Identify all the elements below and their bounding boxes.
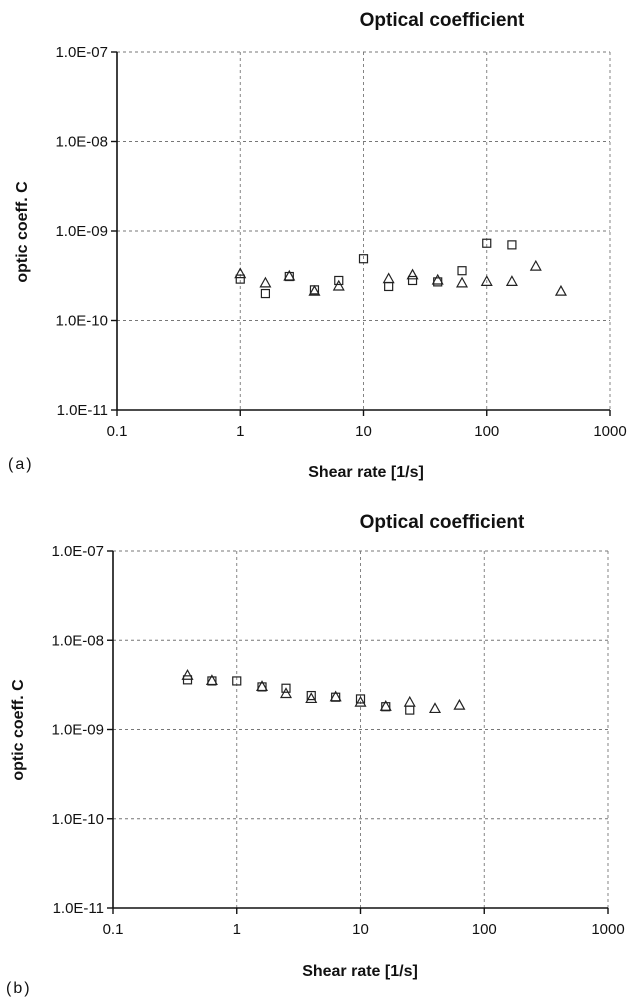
triangle-point bbox=[308, 284, 321, 296]
x-tick-label: 10 bbox=[352, 921, 369, 938]
square-point bbox=[405, 705, 415, 715]
grid bbox=[113, 550, 609, 908]
y-tick-labels: 1.0E-11 1.0E-10 1.0E-09 1.0E-08 1.0E-07 bbox=[51, 543, 104, 917]
x-tick-labels: 0.1 1 10 100 1000 bbox=[103, 921, 625, 938]
triangle-point bbox=[455, 276, 469, 288]
x-axis-label: Shear rate [1/s] bbox=[308, 464, 424, 481]
square-point bbox=[306, 690, 316, 701]
axes bbox=[111, 51, 611, 416]
grid bbox=[117, 51, 611, 410]
axes bbox=[107, 550, 609, 914]
triangle-point bbox=[279, 687, 293, 699]
square-point bbox=[281, 683, 291, 693]
x-tick-labels: 0.1 1 10 100 1000 bbox=[107, 423, 627, 440]
x-tick-label: 10 bbox=[355, 423, 372, 440]
triangle-point bbox=[403, 695, 416, 707]
y-axis-label: optic coeff. C bbox=[14, 181, 31, 283]
y-tick-label: 1.0E-08 bbox=[51, 632, 104, 649]
triangle-point bbox=[181, 669, 194, 680]
square-point bbox=[232, 676, 242, 686]
triangle-point bbox=[453, 698, 466, 710]
triangle-point bbox=[354, 695, 367, 707]
y-tick-label: 1.0E-10 bbox=[51, 811, 104, 828]
x-tick-label: 0.1 bbox=[107, 423, 128, 440]
square-point bbox=[334, 275, 344, 286]
triangle-point bbox=[382, 272, 395, 284]
triangle-point bbox=[529, 259, 542, 271]
square-point bbox=[355, 694, 366, 704]
triangle-point bbox=[305, 692, 318, 704]
triangle-point bbox=[379, 699, 392, 711]
data-points bbox=[234, 238, 567, 299]
data-points bbox=[181, 669, 466, 715]
square-point bbox=[235, 274, 245, 284]
triangle-point bbox=[480, 275, 493, 286]
triangle-point bbox=[431, 273, 444, 285]
y-tick-label: 1.0E-11 bbox=[53, 900, 104, 917]
square-point bbox=[260, 288, 271, 299]
y-tick-label: 1.0E-10 bbox=[55, 313, 108, 330]
x-tick-label: 100 bbox=[474, 423, 499, 440]
square-point bbox=[457, 266, 467, 276]
triangle-point bbox=[234, 267, 247, 279]
triangle-point bbox=[554, 284, 567, 296]
y-tick-label: 1.0E-07 bbox=[55, 44, 108, 61]
panel-label: (b) bbox=[6, 980, 32, 997]
x-tick-label: 1 bbox=[236, 423, 244, 440]
triangle-point bbox=[406, 268, 419, 280]
chart-a: Optical coefficient 1.0E-11 1.0E-10 1.0E-0… bbox=[8, 10, 627, 481]
triangle-point bbox=[332, 279, 345, 291]
y-tick-label: 1.0E-09 bbox=[51, 722, 104, 739]
y-axis-label: optic coeff. C bbox=[10, 679, 27, 781]
triangle-point bbox=[255, 680, 269, 692]
square-point bbox=[507, 240, 517, 250]
triangle-point bbox=[428, 702, 442, 714]
square-point bbox=[482, 238, 492, 248]
x-tick-label: 1000 bbox=[593, 423, 626, 440]
chart-title: Optical coefficient bbox=[360, 10, 525, 31]
triangle-point bbox=[505, 275, 518, 286]
panel-label: (a) bbox=[8, 456, 34, 473]
x-tick-label: 100 bbox=[472, 921, 497, 938]
y-tick-label: 1.0E-11 bbox=[57, 402, 108, 419]
x-axis-label: Shear rate [1/s] bbox=[302, 963, 418, 980]
triangle-point bbox=[329, 690, 342, 702]
chart-title: Optical coefficient bbox=[360, 512, 525, 533]
triangle-point bbox=[205, 674, 218, 686]
y-tick-label: 1.0E-09 bbox=[55, 223, 108, 240]
triangle-point bbox=[283, 269, 296, 281]
x-tick-label: 1 bbox=[233, 921, 241, 938]
y-tick-labels: 1.0E-11 1.0E-10 1.0E-09 1.0E-08 1.0E-07 bbox=[55, 44, 108, 419]
y-tick-label: 1.0E-07 bbox=[51, 543, 104, 560]
chart-b: Optical coefficient 1.0E-11 1.0E-10 1.0E-0… bbox=[6, 512, 625, 997]
x-tick-label: 0.1 bbox=[103, 921, 124, 938]
square-point bbox=[407, 275, 418, 286]
square-point bbox=[358, 254, 369, 264]
square-point bbox=[384, 281, 394, 292]
x-tick-label: 1000 bbox=[591, 921, 624, 938]
triangle-point bbox=[259, 276, 272, 288]
y-tick-label: 1.0E-08 bbox=[55, 134, 108, 151]
